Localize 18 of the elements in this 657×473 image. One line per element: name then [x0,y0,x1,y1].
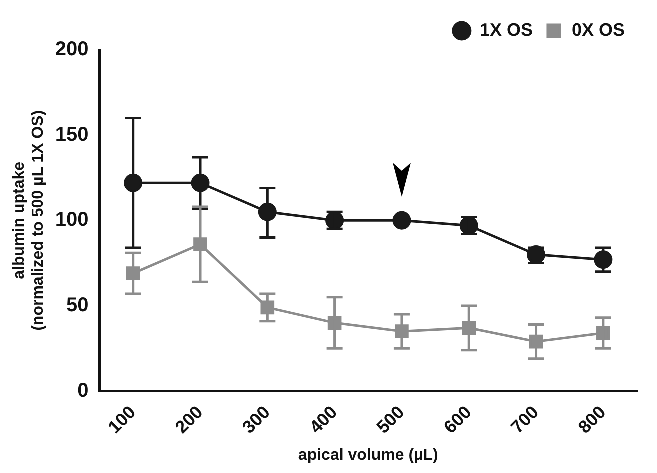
x-tick-label: 600 [440,402,476,438]
x-tick-label: 400 [306,402,342,438]
y-tick-label: 0 [78,380,89,402]
x-tick-label: 100 [104,402,140,438]
y-tick-label: 50 [66,294,89,316]
y-tick-label: 100 [55,209,89,232]
x-tick-label: 500 [372,402,408,438]
x-tick-label: 700 [507,402,543,438]
x-axis-title: apical volume (µL) [298,446,438,464]
point [392,211,412,230]
x-tick-label: 200 [171,402,207,438]
x-tick-label: 800 [574,402,610,438]
y-axis-title: albumin uptake (normalized to 500 µL 1X OS) [11,110,48,331]
x-tick-label: 300 [238,402,274,438]
legend-label: 0X OS [572,20,626,40]
y-tick-label: 200 [55,38,89,61]
y-tick-label: 150 [55,124,89,146]
legend-label: 1X OS [480,20,533,40]
